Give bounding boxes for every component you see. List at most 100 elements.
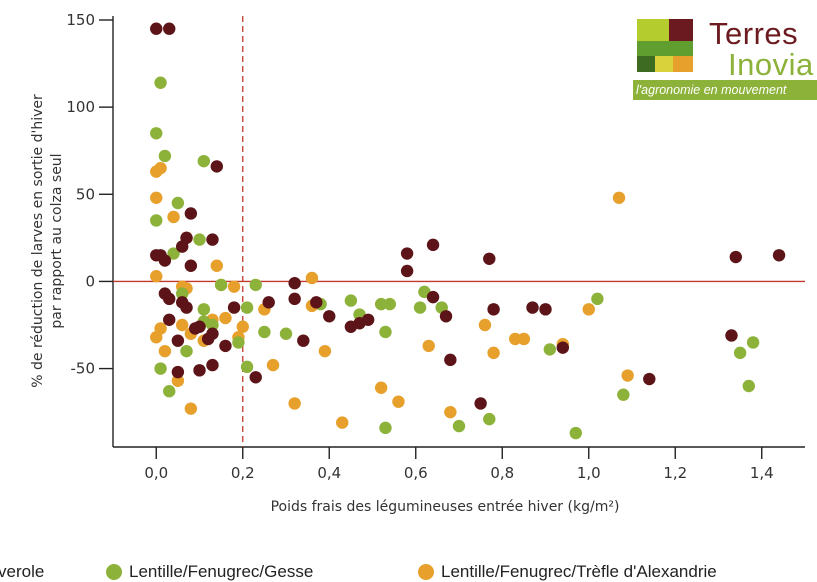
- logo-tagline: l'agronomie en mouvement: [633, 80, 817, 100]
- data-point: [439, 310, 453, 323]
- data-point: [569, 426, 582, 440]
- data-point: [288, 397, 301, 410]
- data-point: [150, 191, 163, 204]
- data-point: [158, 254, 172, 267]
- data-point: [509, 332, 522, 346]
- data-point: [240, 301, 254, 314]
- data-point: [617, 388, 630, 401]
- data-point: [171, 196, 185, 210]
- data-point: [197, 303, 211, 316]
- x-tick-label: 0,2: [231, 464, 255, 482]
- logo-square-orange: [673, 56, 693, 72]
- data-point: [591, 292, 604, 306]
- legend-item-lentille-gesse: Lentille/Fenugrec/Gesse: [106, 562, 313, 582]
- terres-inovia-logo: Terres Inovia l'agronomie en mouvement: [633, 16, 817, 104]
- data-point: [184, 259, 198, 272]
- legend: verole Lentille/Fenugrec/Gesse Lentille/…: [0, 562, 817, 582]
- data-point: [163, 292, 176, 306]
- data-point: [543, 343, 557, 356]
- data-point: [240, 360, 254, 374]
- logo-square-dark-red: [669, 19, 693, 41]
- data-point: [158, 149, 172, 163]
- data-point: [361, 313, 375, 326]
- data-point: [193, 364, 206, 377]
- data-point: [729, 250, 742, 264]
- data-point: [249, 371, 262, 384]
- data-point: [163, 313, 176, 326]
- data-point: [392, 395, 405, 408]
- x-tick-label: 1,0: [577, 464, 601, 482]
- x-tick-label: 0,0: [144, 464, 168, 482]
- data-point: [219, 311, 232, 325]
- data-point: [483, 252, 496, 265]
- data-point: [184, 402, 198, 415]
- legend-item-feverole: verole: [0, 562, 44, 582]
- x-tick-label: 0,4: [317, 464, 341, 482]
- data-point: [184, 207, 198, 220]
- data-point: [444, 405, 457, 419]
- data-point: [556, 341, 569, 354]
- data-point: [400, 247, 414, 260]
- x-tick-label: 1,4: [750, 464, 774, 482]
- data-point: [612, 191, 626, 204]
- data-point: [772, 249, 786, 262]
- legend-dot-green: [106, 564, 122, 580]
- data-point: [374, 381, 388, 394]
- data-point: [487, 346, 500, 360]
- data-point: [746, 336, 760, 349]
- data-point: [150, 214, 163, 227]
- legend-label-feverole: verole: [0, 562, 45, 581]
- data-point: [150, 270, 163, 283]
- legend-dot-orange: [418, 564, 434, 580]
- data-point: [201, 332, 215, 346]
- y-axis-title-line2: par rapport au colza seul: [49, 153, 65, 328]
- data-point: [305, 271, 319, 285]
- data-point: [214, 278, 228, 292]
- data-point: [227, 301, 241, 314]
- data-point: [336, 416, 349, 429]
- data-point: [197, 154, 211, 168]
- data-point: [167, 210, 180, 224]
- data-point: [150, 331, 163, 344]
- data-point: [310, 296, 323, 309]
- logo-text-inovia: Inovia: [728, 47, 814, 82]
- data-point: [150, 22, 163, 35]
- data-point: [517, 332, 531, 346]
- logo-square-yellow: [655, 56, 673, 72]
- data-point: [227, 280, 241, 293]
- data-point: [323, 310, 336, 323]
- x-axis-title: Poids frais des légumineuses entrée hive…: [271, 499, 620, 515]
- tick-labels: 150 100 50 0 -50 0,0 0,2 0,4 0,6 0,8 1,0 1,2 1,4: [66, 11, 773, 482]
- x-tick-label: 0,8: [490, 464, 514, 482]
- data-point: [163, 22, 176, 35]
- data-point: [150, 127, 163, 140]
- data-point: [539, 303, 552, 316]
- logo-square-light-green: [637, 19, 669, 41]
- data-point: [163, 385, 176, 398]
- data-point: [318, 344, 332, 358]
- data-point: [288, 276, 301, 290]
- data-point: [176, 318, 189, 332]
- logo-square-green: [637, 41, 693, 56]
- logo-text-terres: Terres: [709, 16, 799, 51]
- data-point: [344, 294, 358, 307]
- x-tick-label: 1,2: [663, 464, 687, 482]
- data-point: [206, 233, 219, 246]
- reference-lines: [113, 16, 805, 447]
- data-point: [742, 379, 755, 393]
- data-point: [206, 358, 219, 372]
- data-point: [167, 247, 180, 260]
- data-point: [249, 278, 262, 292]
- axes-layer: [99, 16, 805, 459]
- data-point: [154, 362, 167, 375]
- data-point: [400, 264, 414, 278]
- legend-label-lentille-gesse: Lentille/Fenugrec/Gesse: [129, 562, 314, 581]
- y-tick-label: 150: [66, 11, 95, 29]
- data-point: [383, 297, 396, 311]
- data-point: [621, 369, 634, 382]
- data-point: [266, 358, 280, 372]
- data-point: [236, 320, 249, 333]
- data-point: [422, 339, 435, 353]
- data-point: [232, 336, 245, 349]
- y-tick-label: 50: [76, 185, 95, 203]
